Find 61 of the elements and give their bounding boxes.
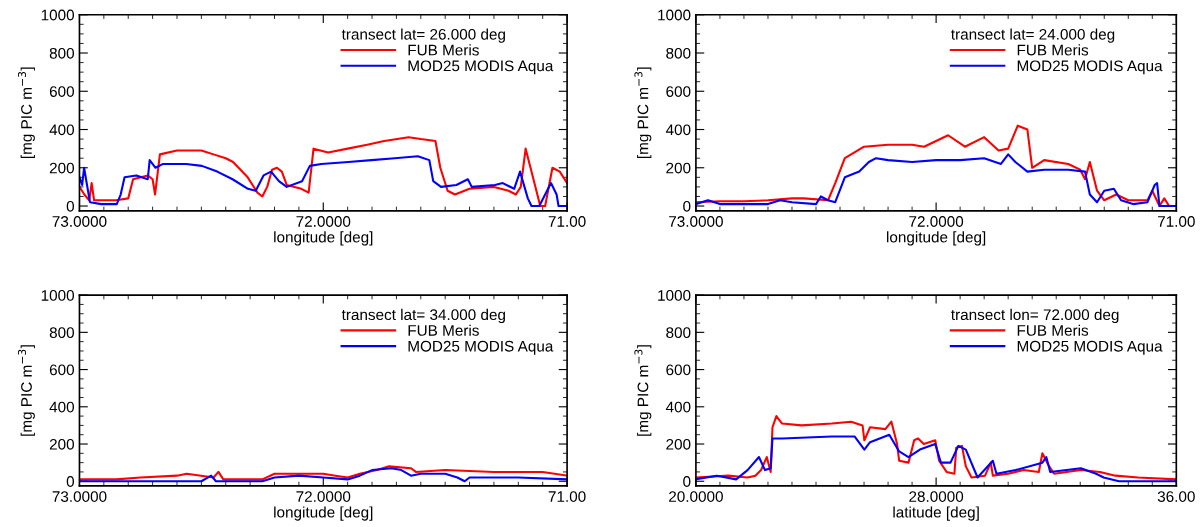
y-tick-label: 1000 bbox=[41, 289, 75, 301]
legend-label: FUB Meris bbox=[1017, 44, 1089, 56]
x-tick-label: 72.0000 bbox=[296, 216, 351, 227]
y-tick-label: 400 bbox=[665, 124, 691, 136]
legend-label: FUB Meris bbox=[408, 324, 479, 336]
legend-label: MOD25 MODIS Aqua bbox=[1017, 60, 1163, 75]
x-tick-label: 71.00 bbox=[548, 216, 586, 227]
legend-label: FUB Meris bbox=[408, 44, 479, 56]
x-axis-title: latitude [deg] bbox=[893, 506, 979, 521]
x-tick-label: 73.0000 bbox=[52, 216, 107, 227]
x-tick-label: 71.00 bbox=[1157, 216, 1195, 227]
y-tick-label: 200 bbox=[666, 438, 691, 450]
y-tick-label: 200 bbox=[666, 162, 691, 174]
x-axis-title: longitude [deg] bbox=[887, 231, 986, 246]
legend-label: MOD25 MODIS Aqua bbox=[1017, 340, 1163, 355]
y-tick-label: 800 bbox=[666, 327, 691, 339]
x-tick-label: 73.0000 bbox=[52, 491, 107, 502]
legend-label: FUB Meris bbox=[1017, 324, 1089, 336]
y-tick-label: 600 bbox=[49, 364, 75, 376]
y-axis-title: [mg PIC m$^{−3}$] bbox=[17, 345, 35, 436]
y-axis-title: [mg PIC m$^{−3}$] bbox=[634, 67, 652, 159]
y-tick-label: 600 bbox=[49, 86, 75, 97]
line-series bbox=[79, 136, 568, 208]
legend-title: transect lat= 26.000 deg bbox=[341, 28, 505, 43]
legend-title: transect lat= 34.000 deg bbox=[341, 308, 505, 324]
y-tick-label: 800 bbox=[666, 47, 691, 59]
y-tick-label: 1000 bbox=[658, 289, 691, 301]
y-axis-title: [mg PIC m$^{−3}$] bbox=[17, 67, 35, 159]
legend-title: transect lon= 72.000 deg bbox=[951, 308, 1119, 324]
legend-label: MOD25 MODIS Aqua bbox=[408, 60, 554, 75]
line-series bbox=[695, 415, 1177, 481]
y-tick-label: 1000 bbox=[41, 9, 75, 21]
y-tick-label: 400 bbox=[49, 401, 75, 413]
x-axis-title: longitude [deg] bbox=[274, 506, 373, 521]
y-tick-label: 0 bbox=[66, 476, 75, 487]
x-tick-label: 72.0000 bbox=[296, 491, 351, 502]
y-tick-label: 200 bbox=[49, 438, 75, 450]
x-tick-label: 73.0000 bbox=[669, 216, 723, 227]
x-tick-label: 71.00 bbox=[548, 491, 586, 502]
x-tick-label: 28.0000 bbox=[909, 491, 964, 502]
line-series bbox=[695, 433, 1177, 483]
y-tick-label: 1000 bbox=[658, 9, 691, 21]
line-series bbox=[695, 153, 1177, 208]
y-tick-label: 0 bbox=[683, 200, 691, 212]
y-tick-label: 600 bbox=[666, 86, 691, 97]
y-tick-label: 0 bbox=[66, 200, 75, 212]
y-tick-label: 400 bbox=[665, 401, 691, 413]
x-tick-label: 72.0000 bbox=[909, 216, 964, 227]
x-axis-title: longitude [deg] bbox=[274, 231, 373, 246]
x-tick-label: 36.00 bbox=[1157, 491, 1195, 502]
y-tick-label: 400 bbox=[49, 124, 75, 136]
legend-label: MOD25 MODIS Aqua bbox=[408, 340, 554, 355]
legend-title: transect lat= 24.000 deg bbox=[951, 28, 1115, 43]
line-series bbox=[79, 155, 568, 208]
y-tick-label: 0 bbox=[683, 476, 691, 487]
y-tick-label: 800 bbox=[49, 327, 75, 339]
y-axis-title: [mg PIC m$^{−3}$] bbox=[634, 345, 652, 436]
y-tick-label: 800 bbox=[49, 47, 75, 59]
y-tick-label: 200 bbox=[49, 162, 75, 174]
y-tick-label: 600 bbox=[666, 364, 691, 376]
x-tick-label: 20.0000 bbox=[669, 491, 723, 502]
